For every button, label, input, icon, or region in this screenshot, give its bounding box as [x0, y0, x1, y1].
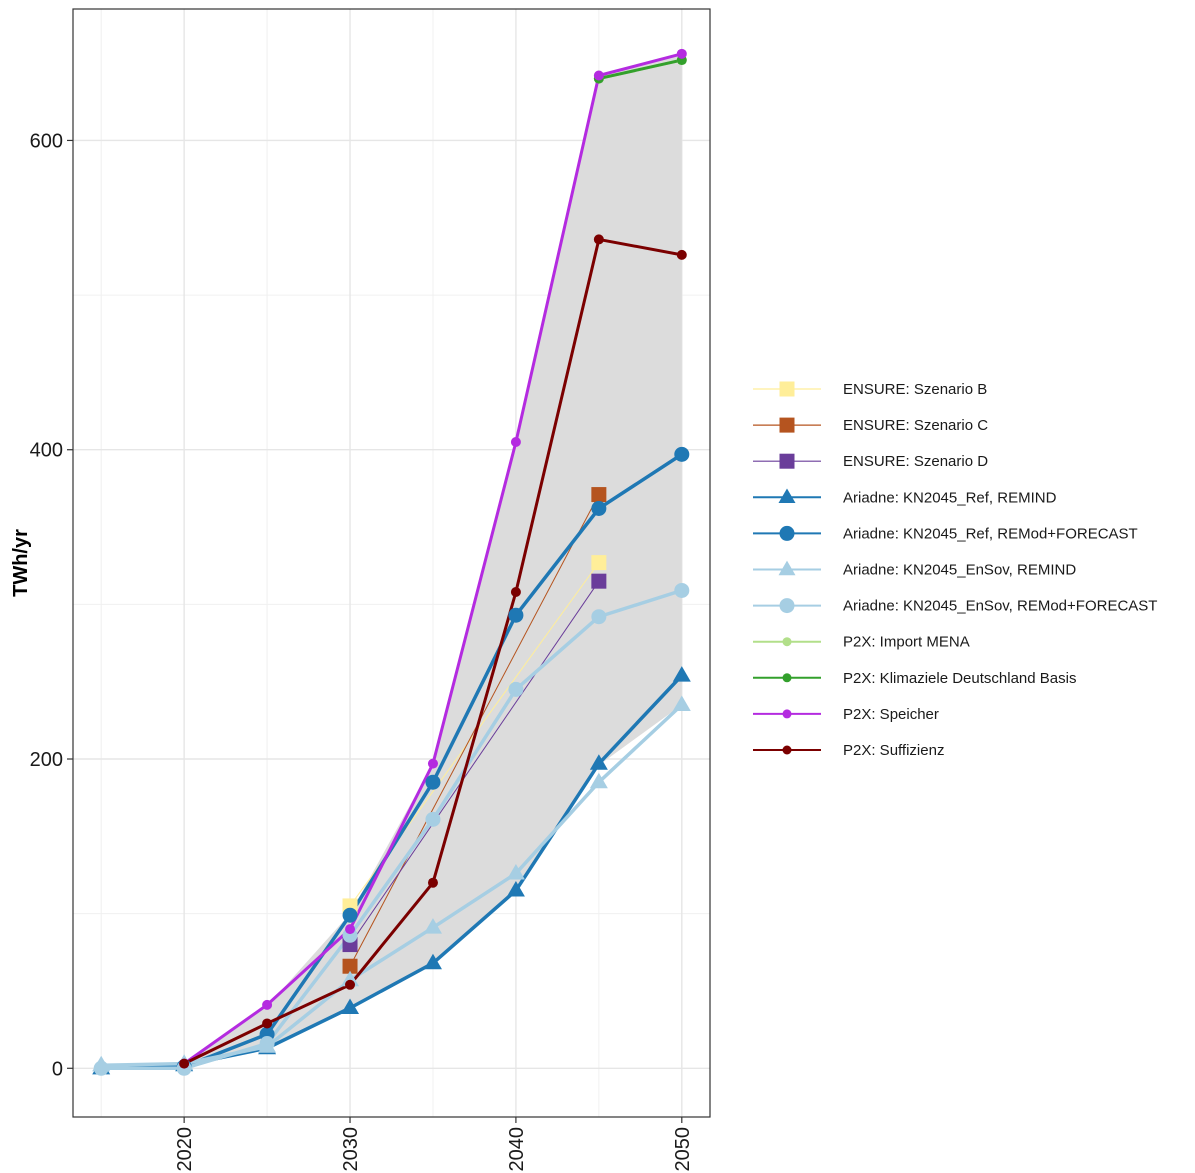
data-point	[672, 666, 691, 682]
legend-key-marker	[778, 560, 796, 576]
data-point	[341, 998, 360, 1015]
legend-label: P2X: Import MENA	[843, 634, 970, 651]
data-point	[591, 573, 607, 589]
data-point	[425, 811, 441, 827]
data-point	[508, 607, 524, 623]
x-tick-label: 2030	[340, 1127, 362, 1172]
legend-label: ENSURE: Szenario B	[843, 381, 987, 398]
data-point	[508, 681, 524, 697]
legend-key-marker	[779, 381, 795, 397]
data-point	[593, 70, 604, 81]
data-point	[423, 918, 442, 934]
legend-label: Ariadne: KN2045_Ref, REMIND	[843, 489, 1057, 506]
data-point	[345, 979, 356, 990]
data-point	[342, 958, 358, 974]
data-point	[345, 924, 356, 935]
legend-key-marker	[782, 673, 792, 683]
data-point	[676, 249, 687, 260]
plot-panel-border	[72, 8, 711, 1118]
data-point	[423, 953, 442, 970]
data-point	[262, 999, 273, 1010]
legend-item: ENSURE: Szenario D	[753, 453, 988, 470]
legend-item: ENSURE: Szenario B	[753, 381, 987, 398]
legend-item: P2X: Speicher	[753, 706, 939, 723]
legend-key-marker	[782, 709, 792, 719]
legend: ENSURE: Szenario B ENSURE: Szenario C ENSU…	[753, 381, 1157, 759]
legend-item: Ariadne: KN2045_EnSov, REMIND	[753, 560, 1076, 579]
data-point	[342, 907, 358, 923]
data-point	[427, 758, 438, 769]
axes: 0 200 400 600 2020 2030 2040 2050	[30, 130, 694, 1171]
legend-key-marker	[779, 417, 795, 433]
y-axis-title: TWh/yr	[10, 529, 32, 597]
legend-item: P2X: Klimaziele Deutschland Basis	[753, 670, 1076, 687]
data-point	[672, 695, 691, 711]
series-markers	[92, 48, 691, 1076]
y-tick-label: 600	[30, 130, 63, 152]
data-point	[589, 772, 608, 789]
legend-key-marker	[782, 637, 792, 647]
legend-label: P2X: Speicher	[843, 706, 939, 723]
legend-item: P2X: Import MENA	[753, 634, 970, 651]
data-point	[510, 586, 521, 597]
data-point	[591, 609, 607, 625]
data-point	[506, 864, 525, 880]
data-point	[674, 582, 690, 598]
legend-label: P2X: Klimaziele Deutschland Basis	[843, 670, 1076, 687]
legend-item: ENSURE: Szenario C	[753, 417, 988, 434]
legend-item: Ariadne: KN2045_Ref, REMod+FORECAST	[753, 525, 1138, 542]
data-point	[179, 1058, 190, 1069]
data-point	[591, 487, 607, 503]
legend-item: P2X: Suffizienz	[753, 742, 944, 759]
y-tick-label: 400	[30, 440, 63, 462]
legend-label: Ariadne: KN2045_Ref, REMod+FORECAST	[843, 525, 1138, 542]
legend-key-marker	[779, 525, 795, 541]
data-point	[510, 436, 521, 447]
y-tick-label: 200	[30, 749, 63, 771]
legend-key-marker	[778, 488, 796, 503]
series-line-1	[349, 494, 600, 967]
y-tick-label: 0	[52, 1058, 63, 1080]
data-point	[674, 446, 690, 462]
legend-label: ENSURE: Szenario C	[843, 417, 988, 434]
x-tick-label: 2050	[672, 1127, 694, 1172]
legend-item: Ariadne: KN2045_EnSov, REMod+FORECAST	[753, 598, 1157, 615]
legend-key-marker	[779, 453, 795, 469]
data-point	[259, 1036, 275, 1052]
data-point	[591, 555, 607, 571]
data-point	[589, 754, 608, 770]
range-band	[101, 53, 682, 1069]
data-point	[427, 877, 438, 888]
series-line-5	[99, 703, 684, 1067]
legend-label: P2X: Suffizienz	[843, 742, 944, 759]
data-point	[676, 48, 687, 59]
data-point	[341, 970, 360, 987]
data-point	[506, 881, 525, 897]
series-line-2	[349, 580, 600, 946]
data-point	[93, 1060, 109, 1076]
series-line-6	[99, 588, 684, 1071]
data-point	[425, 774, 441, 790]
x-tick-label: 2020	[174, 1127, 196, 1172]
range-band-area	[101, 53, 682, 1069]
legend-item: Ariadne: KN2045_Ref, REMIND	[753, 488, 1057, 506]
legend-label: ENSURE: Szenario D	[843, 453, 988, 470]
legend-label: Ariadne: KN2045_EnSov, REMIND	[843, 562, 1076, 579]
data-point	[593, 234, 604, 245]
x-tick-label: 2040	[506, 1127, 528, 1172]
data-point	[262, 1018, 273, 1029]
legend-key-marker	[779, 598, 795, 614]
data-point	[591, 500, 607, 516]
series-line-8	[597, 58, 684, 81]
legend-label: Ariadne: KN2045_EnSov, REMod+FORECAST	[843, 598, 1157, 615]
legend-key-marker	[782, 745, 792, 755]
